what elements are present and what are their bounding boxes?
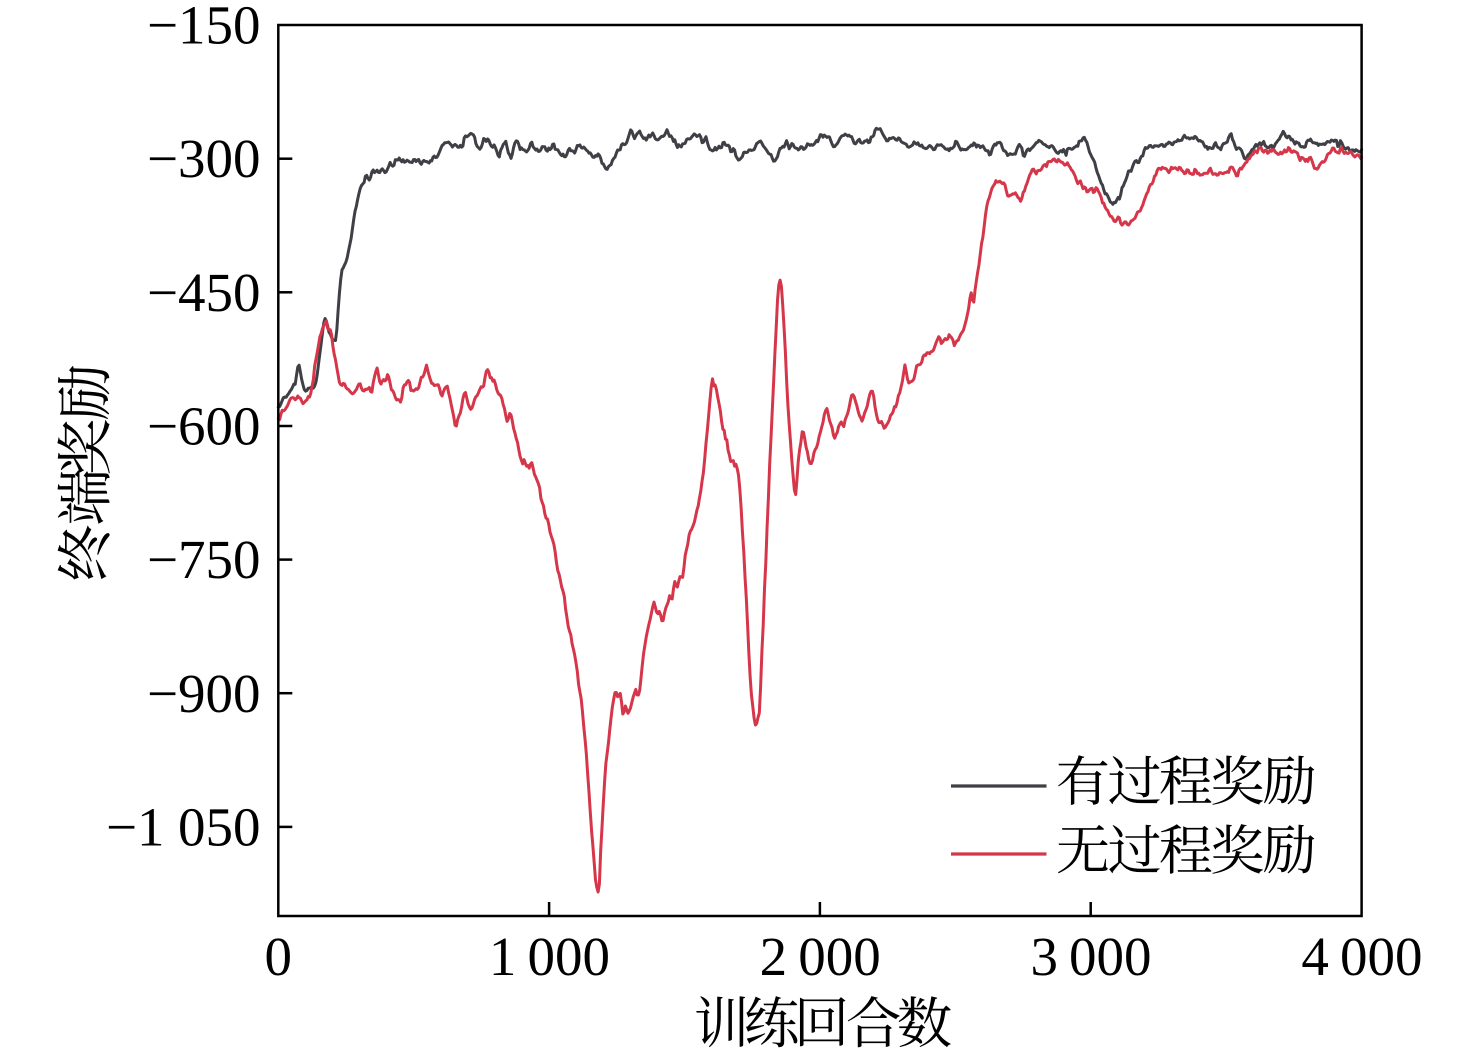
- svg-text:−750: −750: [147, 529, 261, 590]
- svg-text:2: 2: [760, 926, 788, 987]
- svg-text:000: 000: [1340, 926, 1423, 987]
- svg-text:000: 000: [527, 926, 610, 987]
- svg-text:3: 3: [1030, 926, 1058, 987]
- svg-text:−900: −900: [147, 663, 261, 724]
- svg-text:050: 050: [178, 796, 261, 857]
- svg-text:−1: −1: [106, 796, 165, 857]
- svg-text:−600: −600: [147, 396, 261, 457]
- svg-text:−150: −150: [147, 0, 261, 56]
- svg-text:000: 000: [1069, 926, 1152, 987]
- svg-text:0: 0: [265, 926, 293, 987]
- svg-text:1: 1: [489, 926, 517, 987]
- svg-text:−450: −450: [147, 262, 261, 323]
- svg-text:−300: −300: [147, 128, 261, 189]
- svg-text:000: 000: [798, 926, 881, 987]
- svg-text:4: 4: [1301, 926, 1329, 987]
